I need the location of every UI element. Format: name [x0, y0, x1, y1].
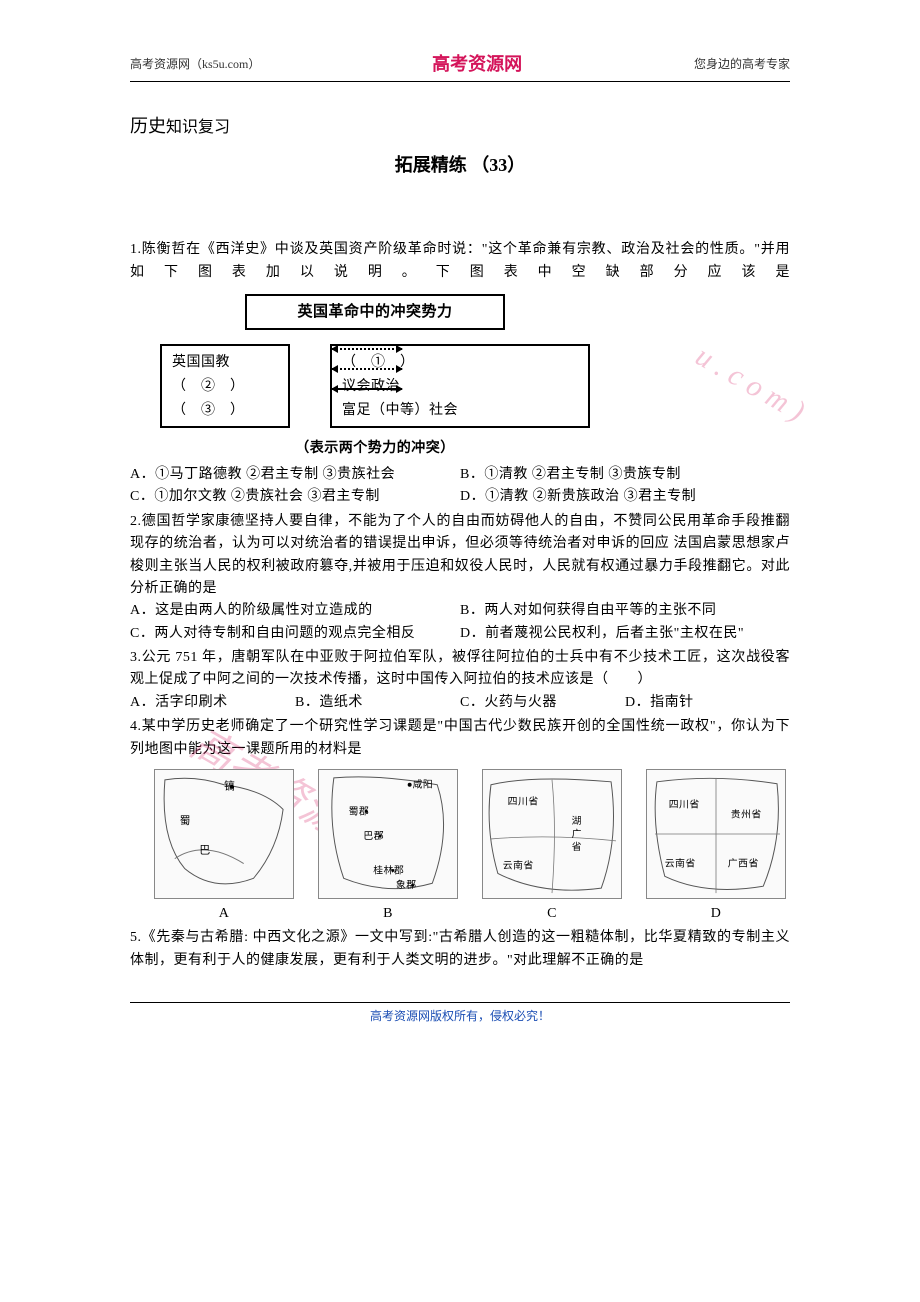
option-d: D．指南针 [625, 692, 790, 714]
option-c: C．两人对待专制和自由问题的观点完全相反 [130, 623, 460, 645]
diagram-caption: （表示两个势力的冲突） [160, 436, 590, 458]
map-place: 云南省 [665, 857, 696, 870]
map-place: 云南省 [503, 858, 534, 871]
map-label-d: D [642, 903, 790, 925]
q1-options: A．①马丁路德教 ②君主专制 ③贵族社会 B．①清教 ②君主专制 ③贵族专制 C… [130, 464, 790, 509]
diag-right-line: 富足（中等）社会 [342, 398, 578, 422]
map-image-a: 镐 蜀 巴 [154, 769, 294, 899]
question-5: 5.《先秦与古希腊: 中西文化之源》一文中写到:"古希腊人创造的这一粗糙体制，比… [130, 927, 790, 972]
question-3: 3.公元 751 年，唐朝军队在中亚败于阿拉伯军队，被俘往阿拉伯的士兵中有不少技… [130, 647, 790, 714]
map-place: 广西省 [728, 857, 759, 870]
header-left: 高考资源网（ks5u.com） [130, 55, 260, 74]
option-c: C．①加尔文教 ②贵族社会 ③君主专制 [130, 486, 460, 508]
question-1: 1.陈衡哲在《西洋史》中谈及英国资产阶级革命时说："这个革命兼有宗教、政治及社会… [130, 239, 790, 508]
diagram-arrows [332, 348, 402, 390]
option-d: D．①清教 ②新贵族政治 ③君主专制 [460, 486, 790, 508]
option-d: D．前者蔑视公民权利，后者主张"主权在民" [460, 623, 790, 645]
map-c: 四川省 湖 广 省 云南省 C [478, 769, 626, 925]
question-2: 2.德国哲学家康德坚持人要自律，不能为了个人的自由而妨碍他人的自由，不赞同公民用… [130, 511, 790, 645]
map-image-c: 四川省 湖 广 省 云南省 [482, 769, 622, 899]
option-b: B．①清教 ②君主专制 ③贵族专制 [460, 464, 790, 486]
option-a: A．这是由两人的阶级属性对立造成的 [130, 600, 460, 622]
question-4: 4.某中学历史老师确定了一个研究性学习课题是"中国古代少数民族开创的全国性统一政… [130, 716, 790, 925]
map-place: 湖 [572, 815, 582, 827]
diag-left-line: 英国国教 [172, 350, 278, 374]
map-b: 咸阳 蜀郡 巴郡 桂林郡 象郡 B [314, 769, 462, 925]
arrow-icon [332, 348, 402, 350]
header-right: 您身边的高考专家 [694, 55, 790, 74]
map-place: 镐 [224, 779, 235, 793]
map-image-b: 咸阳 蜀郡 巴郡 桂林郡 象郡 [318, 769, 458, 899]
option-c: C．火药与火器 [460, 692, 625, 714]
map-label-c: C [478, 903, 626, 925]
option-a: A．活字印刷术 [130, 692, 295, 714]
map-place: 广 [572, 828, 582, 840]
q3-options: A．活字印刷术 B．造纸术 C．火药与火器 D．指南针 [130, 692, 790, 714]
page: u . c o m ) 高考资源网 高 考 资 源 网 高考资源网（ks5u.c… [0, 0, 920, 1056]
q3-text: 3.公元 751 年，唐朝军队在中亚败于阿拉伯军队，被俘往阿拉伯的士兵中有不少技… [130, 647, 790, 692]
map-image-d: 四川省 贵州省 云南省 广西省 [646, 769, 786, 899]
map-a: 镐 蜀 巴 A [150, 769, 298, 925]
diag-left-line: （ ③ ） [172, 398, 278, 422]
map-place: 贵州省 [731, 807, 762, 820]
map-place: 省 [572, 840, 582, 853]
page-header: 高考资源网（ks5u.com） 高考资源网 您身边的高考专家 [130, 50, 790, 82]
arrow-icon [332, 368, 402, 370]
diag-left-line: （ ② ） [172, 374, 278, 398]
map-place: 咸阳 [413, 779, 434, 791]
map-label-a: A [150, 903, 298, 925]
main-title: 拓展精练 （33） [130, 151, 790, 180]
arrow-icon [332, 388, 402, 390]
q1-text: 1.陈衡哲在《西洋史》中谈及英国资产阶级革命时说："这个革命兼有宗教、政治及社会… [130, 239, 790, 284]
subject-small: 知识复习 [166, 119, 230, 136]
page-footer: 高考资源网版权所有，侵权必究！ [130, 1002, 790, 1026]
map-place: 桂林郡 [373, 863, 404, 876]
option-b: B．两人对如何获得自由平等的主张不同 [460, 600, 790, 622]
diagram-left-box: 英国国教 （ ② ） （ ③ ） [160, 344, 290, 427]
q5-text: 5.《先秦与古希腊: 中西文化之源》一文中写到:"古希腊人创造的这一粗糙体制，比… [130, 927, 790, 972]
q2-text: 2.德国哲学家康德坚持人要自律，不能为了个人的自由而妨碍他人的自由，不赞同公民用… [130, 511, 790, 601]
map-place: 四川省 [508, 794, 539, 807]
map-place: 巴 [199, 845, 210, 857]
q1-diagram: 英国革命中的冲突势力 英国国教 （ ② ） （ ③ ） （ ① ） 议会政治 富… [160, 294, 590, 458]
q2-options: A．这是由两人的阶级属性对立造成的 B．两人对如何获得自由平等的主张不同 C．两… [130, 600, 790, 645]
option-a: A．①马丁路德教 ②君主专制 ③贵族社会 [130, 464, 460, 486]
q4-maps: 镐 蜀 巴 A 咸阳 蜀郡 巴郡 [150, 769, 790, 925]
section-title: 历史知识复习 [130, 112, 790, 141]
map-place: 蜀 [180, 814, 191, 827]
subject-big: 历史 [130, 116, 166, 136]
map-d: 四川省 贵州省 云南省 广西省 D [642, 769, 790, 925]
option-b: B．造纸术 [295, 692, 460, 714]
diagram-title: 英国革命中的冲突势力 [245, 294, 505, 330]
header-center-brand: 高考资源网 [432, 50, 522, 79]
map-label-b: B [314, 903, 462, 925]
map-place: 四川省 [669, 797, 700, 810]
q4-text: 4.某中学历史老师确定了一个研究性学习课题是"中国古代少数民族开创的全国性统一政… [130, 716, 790, 761]
